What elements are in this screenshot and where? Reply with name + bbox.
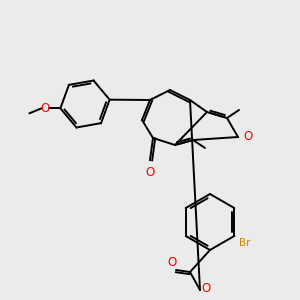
Text: O: O: [243, 130, 252, 143]
Text: O: O: [146, 166, 154, 179]
Text: Br: Br: [239, 238, 251, 248]
Text: O: O: [167, 256, 177, 269]
Text: O: O: [41, 102, 50, 115]
Text: O: O: [201, 283, 210, 296]
